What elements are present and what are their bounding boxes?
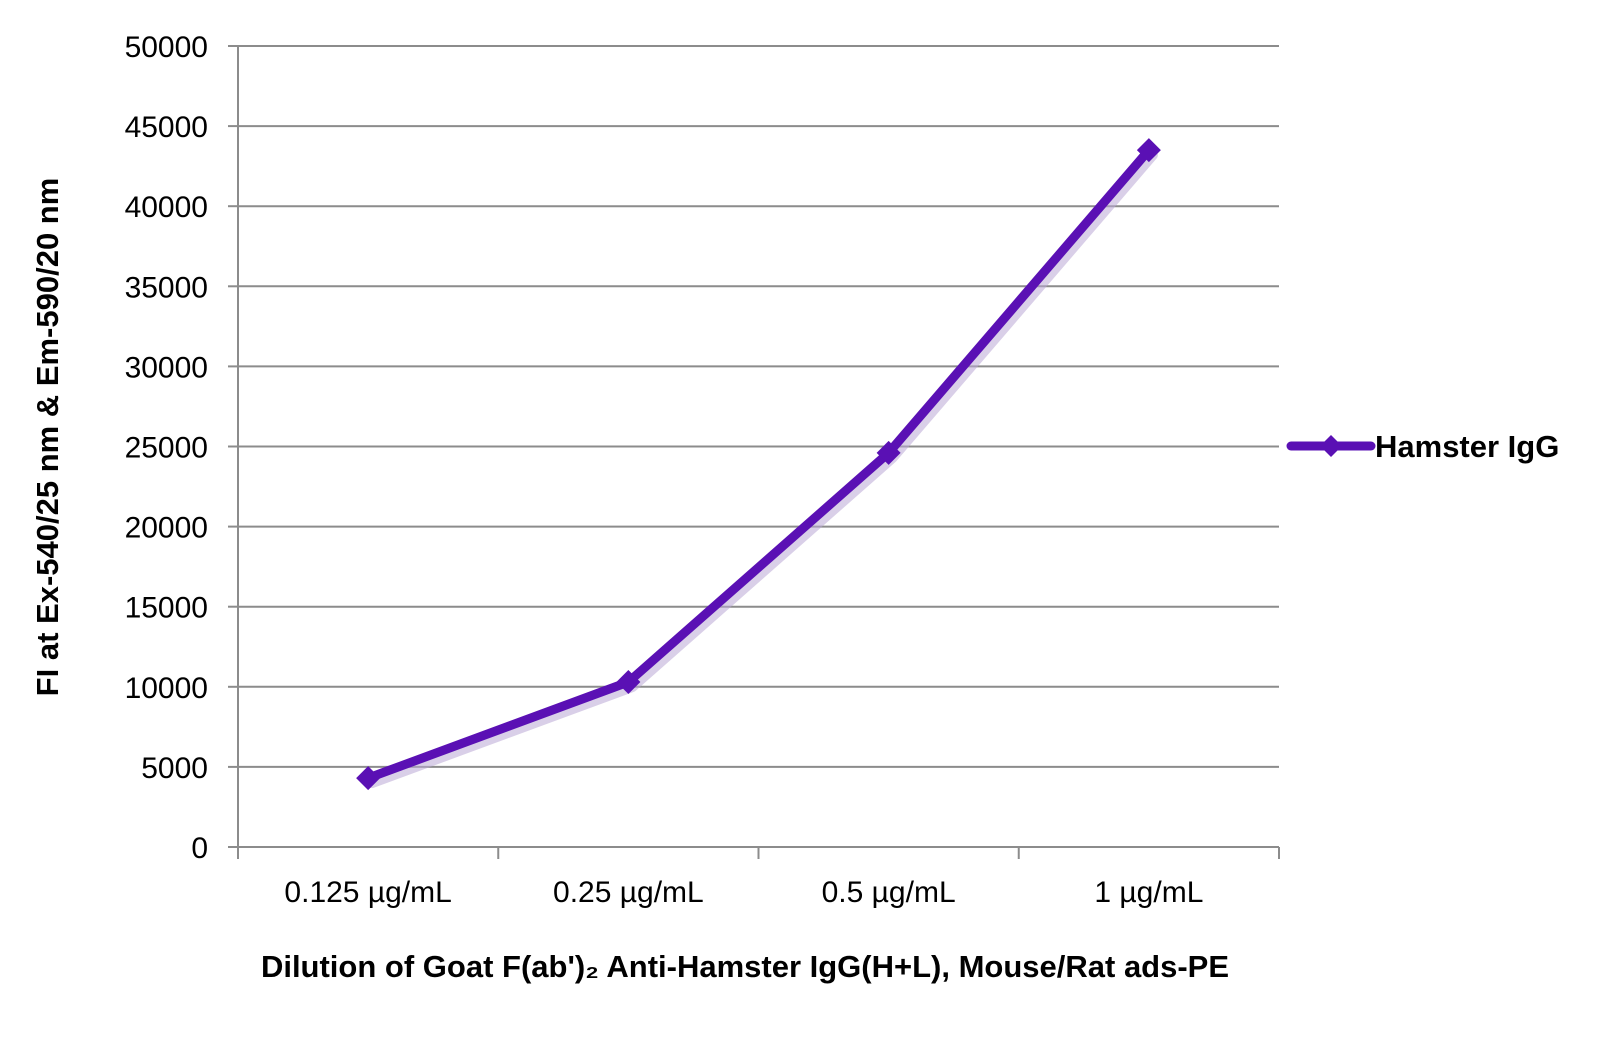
series-layer (356, 138, 1161, 791)
x-tick-label: 0.5 µg/mL (822, 876, 956, 909)
data-point-marker (356, 766, 381, 791)
x-axis-title: Dilution of Goat F(ab')₂ Anti-Hamster Ig… (261, 949, 1229, 984)
gridlines (238, 45, 1279, 768)
y-tick-label: 30000 (125, 351, 208, 384)
x-axis-tick-labels: 0.125 µg/mL 0.25 µg/mL 0.5 µg/mL 1 µg/mL (284, 876, 1203, 909)
y-tick-label: 35000 (125, 271, 208, 304)
x-tick-label: 1 µg/mL (1094, 876, 1203, 909)
y-tick-label: 0 (191, 832, 208, 865)
y-axis-title: FI at Ex-540/25 nm & Em-590/20 nm (30, 178, 65, 697)
x-tick-label: 0.125 µg/mL (284, 876, 451, 909)
y-axis-tick-labels: 0 5000 10000 15000 20000 25000 30000 35000 40000… (125, 31, 208, 865)
legend: Hamster IgG (1286, 429, 1559, 464)
data-point-marker (1136, 138, 1161, 163)
y-tick-label: 20000 (125, 512, 208, 545)
legend-label: Hamster IgG (1375, 429, 1559, 464)
series-line-shadow (367, 150, 1158, 789)
data-point-marker (616, 669, 641, 694)
y-tick-label: 15000 (125, 592, 208, 625)
y-tick-label: 40000 (125, 191, 208, 224)
y-tick-label: 45000 (125, 111, 208, 144)
x-tick-label: 0.25 µg/mL (553, 876, 704, 909)
legend-marker (1320, 435, 1342, 457)
y-tick-label: 5000 (141, 752, 208, 785)
y-tick-label: 50000 (125, 31, 208, 64)
y-tick-label: 25000 (125, 432, 208, 465)
y-tick-label: 10000 (125, 672, 208, 705)
series-line (363, 145, 1154, 783)
data-point-marker (876, 440, 901, 465)
axes (228, 45, 1280, 859)
